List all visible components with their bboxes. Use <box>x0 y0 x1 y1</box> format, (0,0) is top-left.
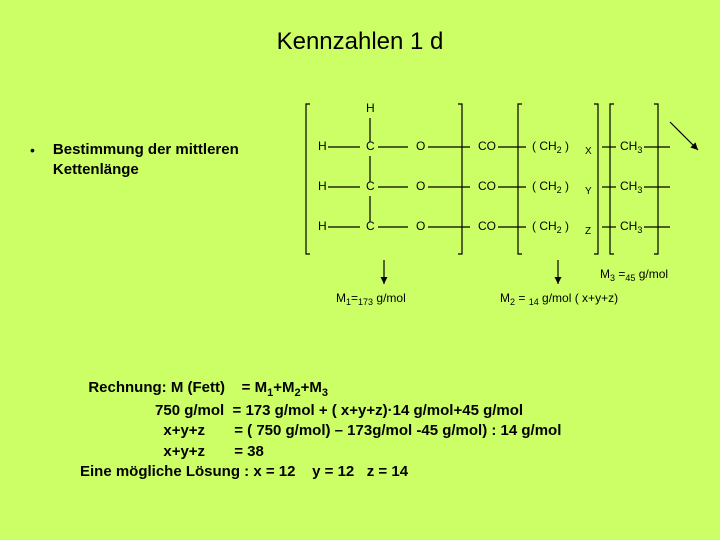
svg-text:Z: Z <box>585 226 591 237</box>
svg-text:CO: CO <box>478 219 496 233</box>
calc-line2: 750 g/mol = 173 g/mol + ( x+y+z)·14 g/mo… <box>80 402 523 419</box>
svg-text:H: H <box>366 101 375 115</box>
calc-line5: Eine mögliche Lösung : x = 12 y = 12 z =… <box>80 463 408 480</box>
svg-text:O: O <box>416 179 425 193</box>
svg-text:CO: CO <box>478 179 496 193</box>
structure-diagram: HHCOCO( CH2 )XCH3HCOCO( CH2 )YCH3HCOCO( … <box>300 92 700 322</box>
svg-text:O: O <box>416 219 425 233</box>
svg-text:( CH2 ): ( CH2 ) <box>532 139 569 155</box>
bullet-item: • Bestimmung der mittleren Kettenlänge <box>30 140 239 179</box>
calc-line1: Rechnung: M (Fett) = M1+M2+M3 <box>88 379 328 396</box>
calculation-block: Rechnung: M (Fett) = M1+M2+M3 750 g/mol … <box>80 358 561 482</box>
svg-text:CO: CO <box>478 139 496 153</box>
bullet-line1: Bestimmung der mittleren <box>53 141 239 158</box>
svg-text:CH3: CH3 <box>620 219 642 235</box>
svg-text:Y: Y <box>585 186 592 197</box>
svg-text:C: C <box>366 219 375 233</box>
bullet-line2: Kettenlänge <box>53 161 139 178</box>
page-title: Kennzahlen 1 d <box>0 0 720 56</box>
svg-text:H: H <box>318 179 327 193</box>
svg-text:M3 =45 g/mol: M3 =45 g/mol <box>600 267 668 283</box>
svg-text:( CH2 ): ( CH2 ) <box>532 219 569 235</box>
calc-line3: x+y+z = ( 750 g/mol) – 173g/mol -45 g/mo… <box>80 422 561 439</box>
svg-text:O: O <box>416 139 425 153</box>
calc-line4: x+y+z = 38 <box>80 443 264 460</box>
svg-text:CH3: CH3 <box>620 139 642 155</box>
svg-text:X: X <box>585 146 592 157</box>
svg-text:H: H <box>318 219 327 233</box>
svg-text:( CH2 ): ( CH2 ) <box>532 179 569 195</box>
svg-text:C: C <box>366 139 375 153</box>
bullet-text: Bestimmung der mittleren Kettenlänge <box>53 140 239 179</box>
svg-text:M1=173 g/mol: M1=173 g/mol <box>336 291 406 307</box>
svg-text:H: H <box>318 139 327 153</box>
svg-text:M2 = 14 g/mol ( x+y+z): M2 = 14 g/mol ( x+y+z) <box>500 291 618 307</box>
svg-text:CH3: CH3 <box>620 179 642 195</box>
svg-text:C: C <box>366 179 375 193</box>
bullet-marker: • <box>30 142 35 158</box>
